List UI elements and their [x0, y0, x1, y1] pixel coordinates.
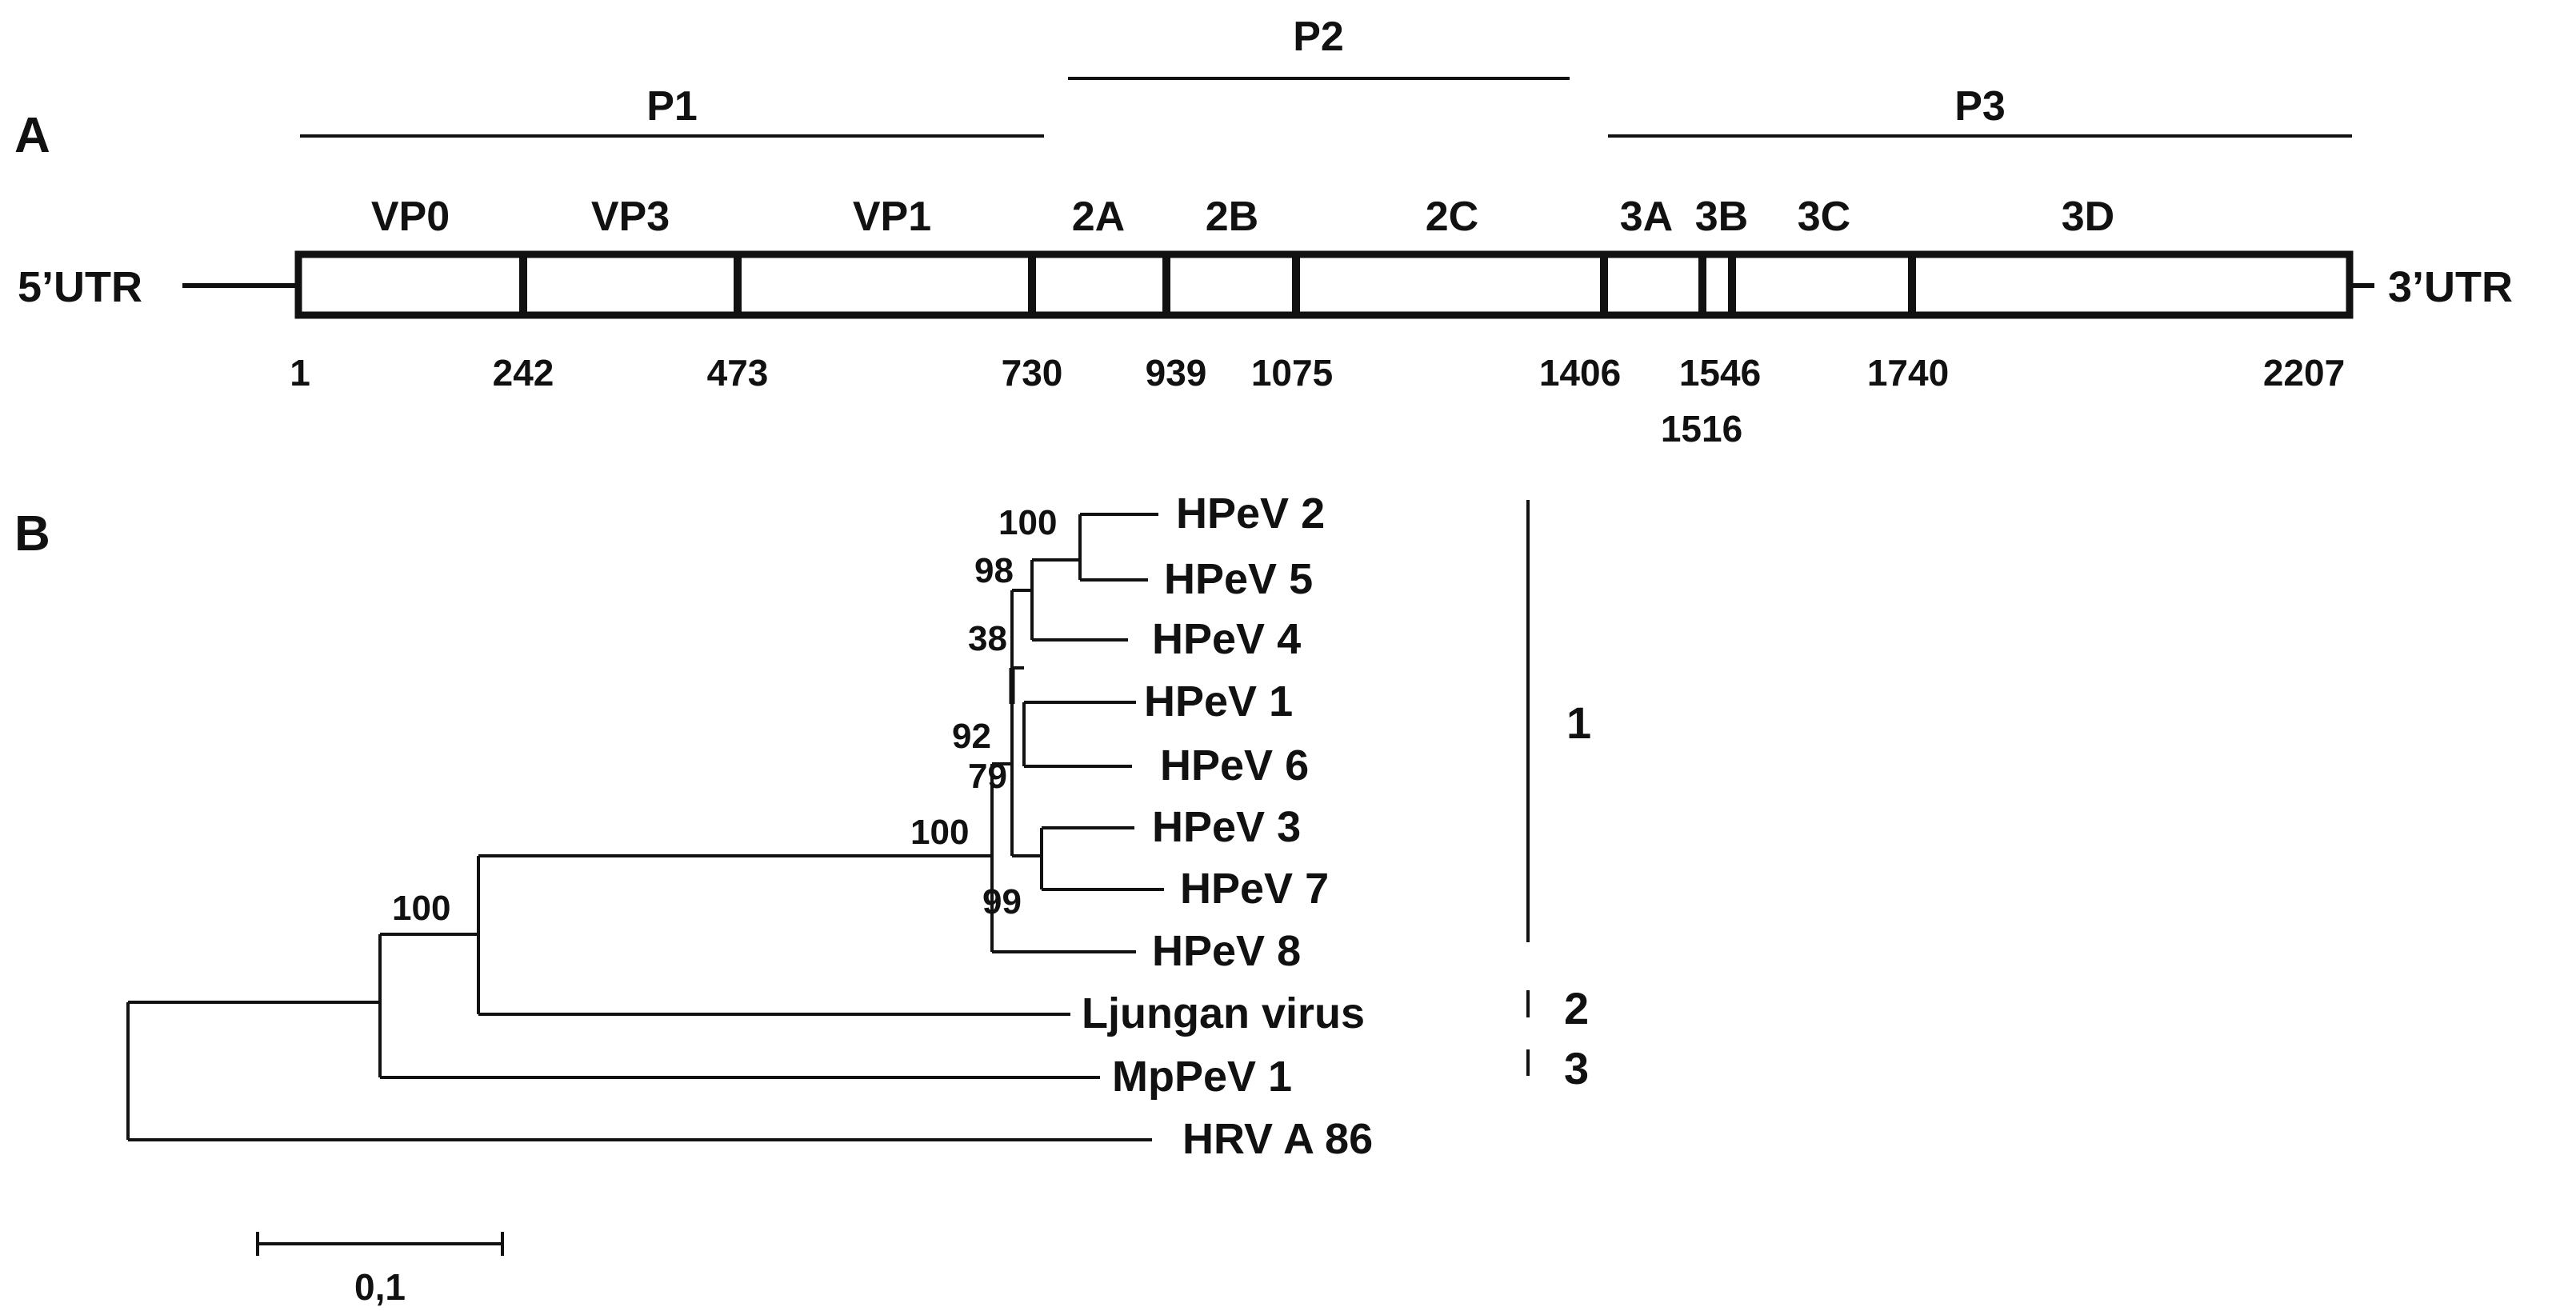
panel-a-label: A: [14, 108, 50, 163]
cleavage-boundaries: [519, 254, 1916, 315]
position-label: 1740: [1867, 352, 1949, 394]
protein-label-3c: 3C: [1798, 194, 1850, 240]
position-label: 242: [493, 352, 554, 394]
position-label: 1: [290, 352, 310, 394]
taxon-label-hpev7: HPeV 7: [1180, 865, 1329, 913]
scale-bar-label: 0,1: [354, 1266, 406, 1308]
scale-bar: [256, 1232, 504, 1256]
taxon-label-hpev4: HPeV 4: [1152, 615, 1301, 663]
position-label: 2207: [2263, 352, 2345, 394]
region-label-p3: P3: [1954, 83, 2006, 130]
bootstrap-value: 98: [974, 551, 1014, 590]
protein-label-2a: 2A: [1072, 194, 1125, 240]
position-label: 1516: [1661, 408, 1742, 450]
region-label-p1: P1: [646, 83, 698, 130]
bootstrap-value: 92: [952, 717, 991, 756]
utr5-label: 5’UTR: [18, 263, 142, 311]
protein-label-3b: 3B: [1695, 194, 1748, 240]
bootstrap-value: 100: [392, 889, 450, 928]
taxon-label-hpev1: HPeV 1: [1144, 677, 1293, 725]
protein-label-2c: 2C: [1426, 194, 1478, 240]
phylogenetic-tree: [126, 513, 1164, 1141]
position-label: 939: [1146, 352, 1207, 394]
protein-label-3a: 3A: [1620, 194, 1673, 240]
panel-b-label: B: [14, 506, 50, 562]
taxon-label-hpev8: HPeV 8: [1152, 927, 1301, 975]
protein-label-vp3: VP3: [591, 194, 670, 240]
region-brackets: [300, 77, 2352, 138]
position-label: 1406: [1539, 352, 1621, 394]
taxon-label-ljungan-virus: Ljungan virus: [1082, 989, 1365, 1037]
position-label: 473: [707, 352, 769, 394]
protein-labels: VP0 VP3 VP1 2A 2B 2C 3A 3B 3C 3D: [371, 194, 2114, 240]
group-label-2: 2: [1564, 983, 1589, 1033]
bootstrap-values: 100 98 38 92 79 100 99 100: [392, 503, 1057, 928]
bootstrap-value: 79: [968, 757, 1007, 796]
region-label-p2: P2: [1293, 14, 1344, 60]
genome-box: [294, 250, 2354, 319]
position-labels: 1 242 473 730 939 1075 1406 1546 1516 17…: [290, 352, 2345, 450]
group-label-3: 3: [1564, 1043, 1589, 1093]
taxon-label-hpev5: HPeV 5: [1164, 555, 1313, 603]
protein-label-3d: 3D: [2062, 194, 2114, 240]
bootstrap-value: 38: [968, 619, 1007, 658]
bootstrap-value: 100: [998, 503, 1057, 542]
taxon-label-hrv-a86: HRV A 86: [1182, 1115, 1373, 1163]
position-label: 1546: [1679, 352, 1761, 394]
protein-label-vp0: VP0: [371, 194, 450, 240]
protein-label-2b: 2B: [1206, 194, 1258, 240]
group-label-1: 1: [1566, 697, 1591, 748]
taxon-labels: HPeV 2 HPeV 5 HPeV 4 HPeV 1 HPeV 6 HPeV …: [1082, 490, 1373, 1163]
bootstrap-value: 99: [982, 882, 1022, 921]
taxon-label-hpev2: HPeV 2: [1176, 490, 1325, 538]
taxon-label-hpev3: HPeV 3: [1152, 803, 1301, 851]
genome-bar: [182, 250, 2374, 319]
taxon-label-hpev6: HPeV 6: [1160, 741, 1309, 789]
taxon-label-mppev1: MpPeV 1: [1112, 1053, 1292, 1101]
position-label: 730: [1002, 352, 1063, 394]
bootstrap-value: 100: [910, 813, 969, 852]
protein-label-vp1: VP1: [853, 194, 931, 240]
position-label: 1075: [1251, 352, 1333, 394]
utr3-label: 3’UTR: [2388, 263, 2513, 311]
